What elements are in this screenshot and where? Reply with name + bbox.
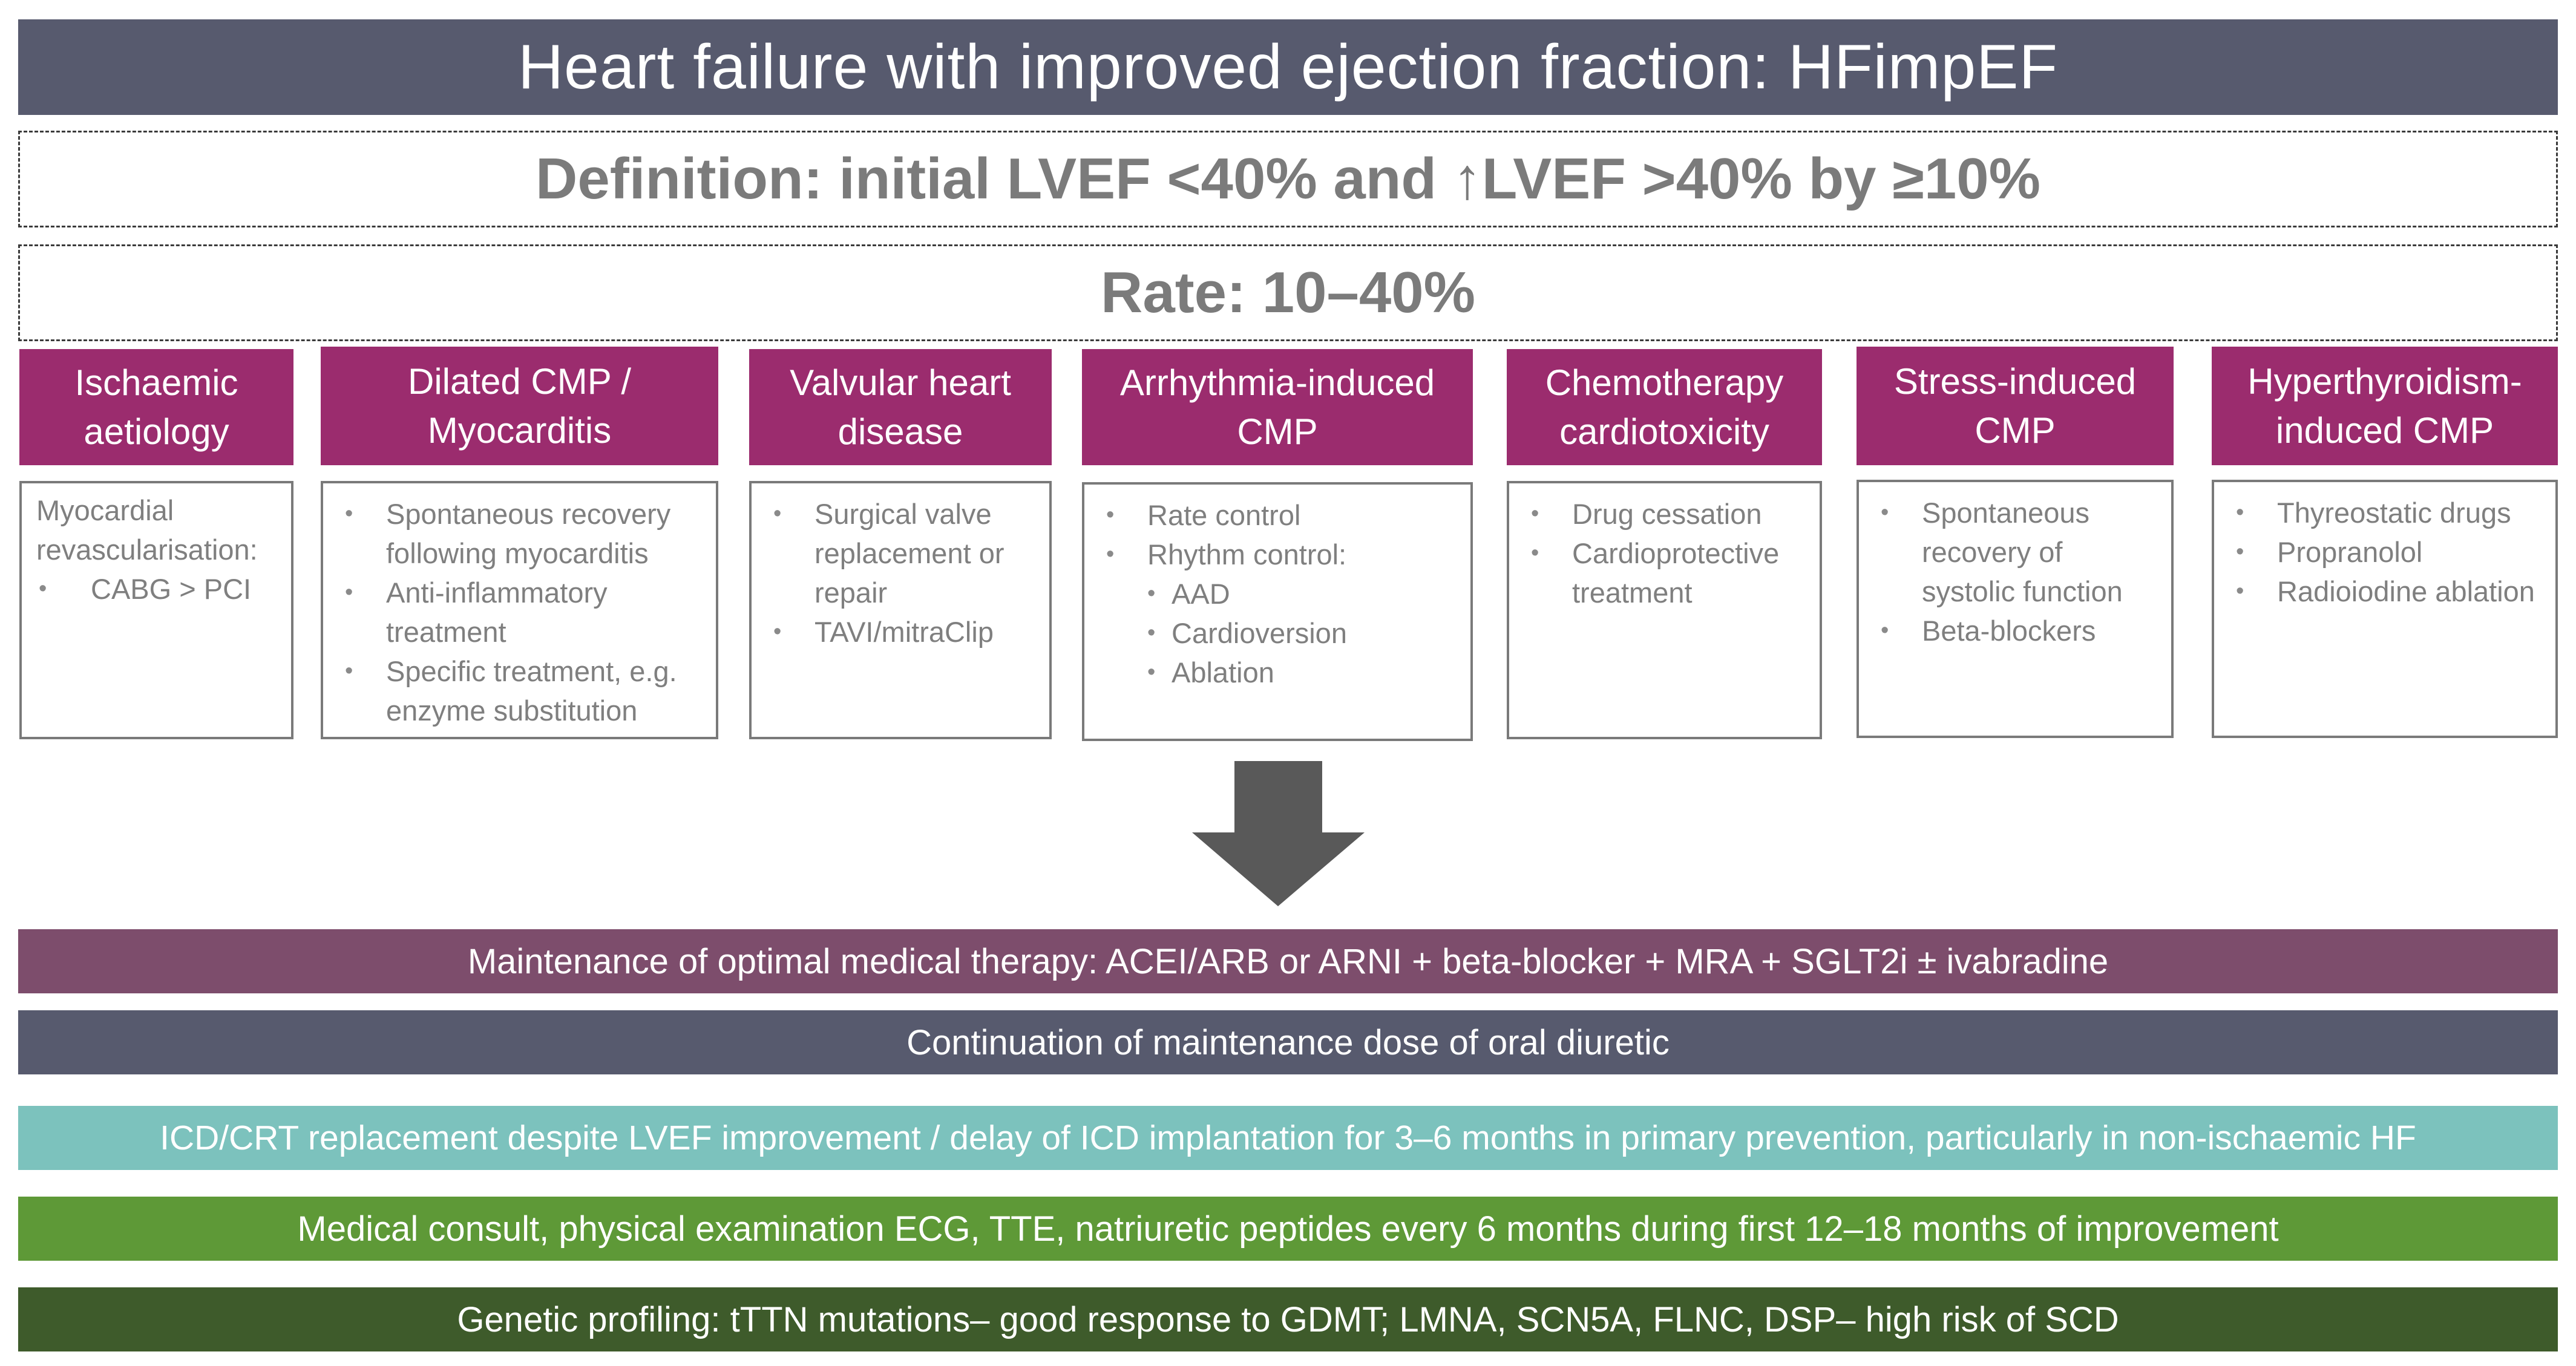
category-body-ischaemic: Myocardial revascularisation: CABG > PCI [19, 481, 293, 739]
category-intro-line: Myocardial [36, 494, 174, 526]
category-header-stress: Stress-induced CMP [1857, 347, 2174, 465]
list-item: Cardioprotective treatment [1522, 534, 1806, 612]
category-header-line: Arrhythmia-induced [1119, 362, 1435, 403]
list-item: Rhythm control: [1098, 535, 1457, 574]
list-item: Specific treatment, e.g. enzyme substitu… [336, 652, 703, 730]
list-item: Thyreostatic drugs [2227, 493, 2542, 532]
list-item: Spontaneous recovery of systolic functio… [1872, 493, 2158, 611]
category-header-line: Valvular heart [790, 362, 1011, 403]
category-header-line: induced CMP [2275, 410, 2494, 451]
category-header-line: Chemotherapy [1545, 362, 1784, 403]
band-optimal-medical-therapy: Maintenance of optimal medical therapy: … [18, 929, 2558, 993]
category-body-chemotherapy: Drug cessation Cardioprotective treatmen… [1507, 481, 1822, 739]
category-body-valvular: Surgical valve replacement or repair TAV… [749, 481, 1052, 739]
category-header-ischaemic: Ischaemic aetiology [19, 349, 293, 465]
list-item: Beta-blockers [1872, 611, 2158, 650]
category-header-line: Myocarditis [427, 410, 612, 451]
list-item: Radioiodine ablation [2227, 572, 2542, 611]
list-item: Propranolol [2227, 532, 2542, 572]
band-medical-consult: Medical consult, physical examination EC… [18, 1197, 2558, 1261]
list-item: Drug cessation [1522, 494, 1806, 534]
band-genetic-profiling: Genetic profiling: tTTN mutations– good … [18, 1287, 2558, 1351]
category-intro-line: revascularisation: [36, 534, 258, 566]
category-header-line: aetiology [84, 411, 229, 452]
band-oral-diuretic: Continuation of maintenance dose of oral… [18, 1010, 2558, 1074]
sub-list-item: AAD [1147, 574, 1457, 613]
list-item: Spontaneous recovery following myocardit… [336, 494, 703, 573]
diagram-title: Heart failure with improved ejection fra… [18, 19, 2558, 115]
down-arrow-icon [1192, 761, 1365, 906]
category-header-chemotherapy: Chemotherapy cardiotoxicity [1507, 349, 1822, 465]
category-body-hyperthyroidism: Thyreostatic drugs Propranolol Radioiodi… [2212, 480, 2558, 738]
category-header-line: disease [837, 411, 963, 452]
category-header-line: Dilated CMP / [407, 361, 632, 402]
category-header-line: CMP [1975, 410, 2056, 451]
category-header-hyperthyroidism: Hyperthyroidism-induced CMP [2212, 347, 2558, 465]
band-icd-crt: ICD/CRT replacement despite LVEF improve… [18, 1106, 2558, 1170]
list-item: Rate control [1098, 495, 1457, 535]
category-body-dilated-cmp: Spontaneous recovery following myocardit… [321, 481, 718, 739]
list-item: Surgical valve replacement or repair [765, 494, 1036, 612]
category-header-valvular: Valvular heart disease [749, 349, 1052, 465]
category-header-line: Stress-induced [1893, 361, 2137, 402]
category-header-line: CMP [1237, 411, 1318, 452]
category-header-line: Ischaemic [74, 362, 238, 403]
category-body-arrhythmia: Rate control Rhythm control: AAD Cardiov… [1082, 482, 1473, 741]
category-body-stress: Spontaneous recovery of systolic functio… [1857, 480, 2174, 738]
sub-list-item: Ablation [1147, 653, 1457, 692]
category-header-dilated-cmp: Dilated CMP / Myocarditis [321, 347, 718, 465]
category-header-line: cardiotoxicity [1559, 411, 1769, 452]
category-header-arrhythmia: Arrhythmia-induced CMP [1082, 349, 1473, 465]
rate-box: Rate: 10–40% [18, 244, 2558, 341]
sub-list-item: Cardioversion [1147, 613, 1457, 653]
list-item: Anti-inflammatory treatment [336, 573, 703, 652]
definition-box: Definition: initial LVEF <40% and ↑LVEF … [18, 131, 2558, 227]
list-item: TAVI/mitraClip [765, 612, 1036, 652]
category-header-line: Hyperthyroidism- [2247, 361, 2522, 402]
list-item: CABG > PCI [30, 569, 278, 609]
